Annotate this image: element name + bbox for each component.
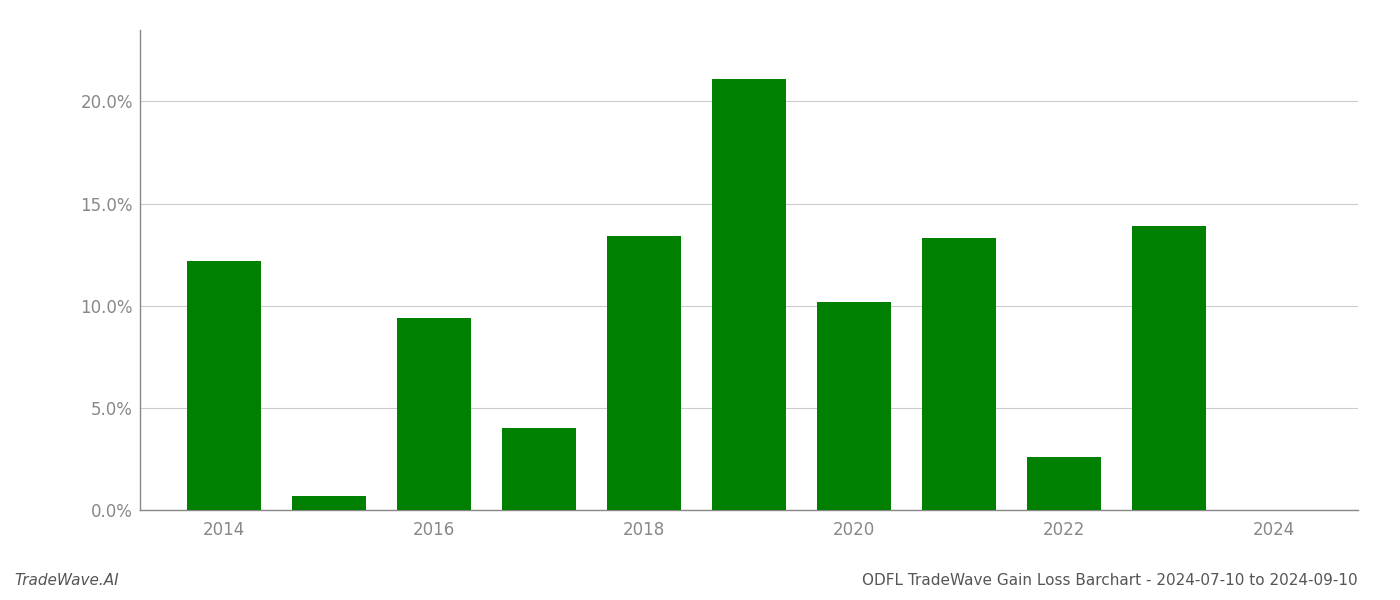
Text: ODFL TradeWave Gain Loss Barchart - 2024-07-10 to 2024-09-10: ODFL TradeWave Gain Loss Barchart - 2024… — [862, 573, 1358, 588]
Bar — [713, 79, 785, 510]
Bar — [398, 318, 470, 510]
Bar — [293, 496, 365, 510]
Text: TradeWave.AI: TradeWave.AI — [14, 573, 119, 588]
Bar — [1028, 457, 1100, 510]
Bar — [1133, 226, 1205, 510]
Bar — [923, 238, 995, 510]
Bar — [503, 428, 575, 510]
Bar — [188, 261, 260, 510]
Bar — [608, 236, 680, 510]
Bar — [818, 302, 890, 510]
